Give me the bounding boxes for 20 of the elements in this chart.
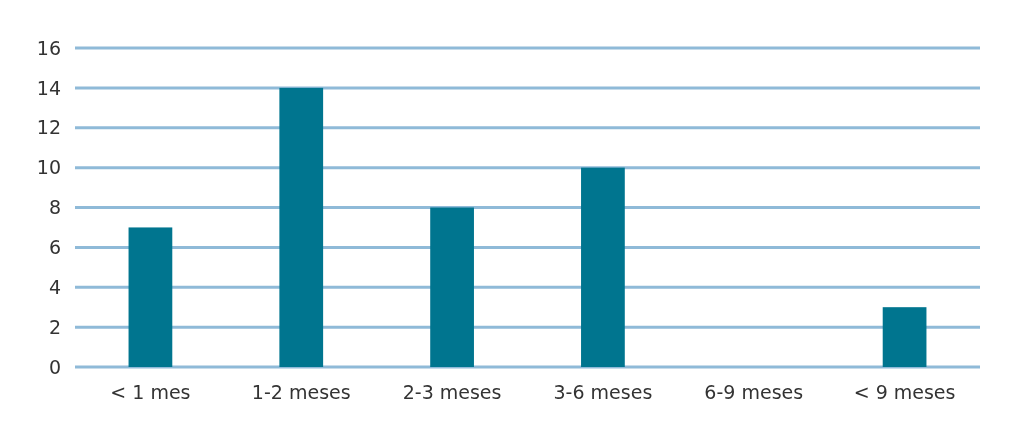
bar	[279, 87, 324, 367]
x-tick-label: < 1 mes	[110, 381, 191, 403]
bar	[128, 227, 173, 367]
bar	[581, 167, 625, 367]
x-tick-label: 1-2 meses	[251, 381, 351, 403]
x-tick-label: 6-9 meses	[704, 381, 804, 403]
x-tick-label: 2-3 meses	[402, 381, 502, 403]
y-tick-label: 4	[48, 275, 61, 298]
y-tick-label: 16	[36, 36, 61, 59]
y-tick-label: 14	[36, 76, 61, 99]
x-tick-label: 3-6 meses	[553, 381, 653, 403]
y-tick-label: 12	[36, 116, 61, 139]
y-tick-label: 8	[48, 196, 61, 219]
y-tick-label: 6	[48, 236, 61, 259]
x-tick-label: < 9 meses	[853, 381, 956, 403]
y-tick-label: 10	[36, 156, 61, 179]
y-tick-label: 0	[48, 355, 61, 378]
bar	[882, 307, 927, 367]
y-tick-label: 2	[48, 315, 61, 338]
bar	[430, 207, 474, 367]
